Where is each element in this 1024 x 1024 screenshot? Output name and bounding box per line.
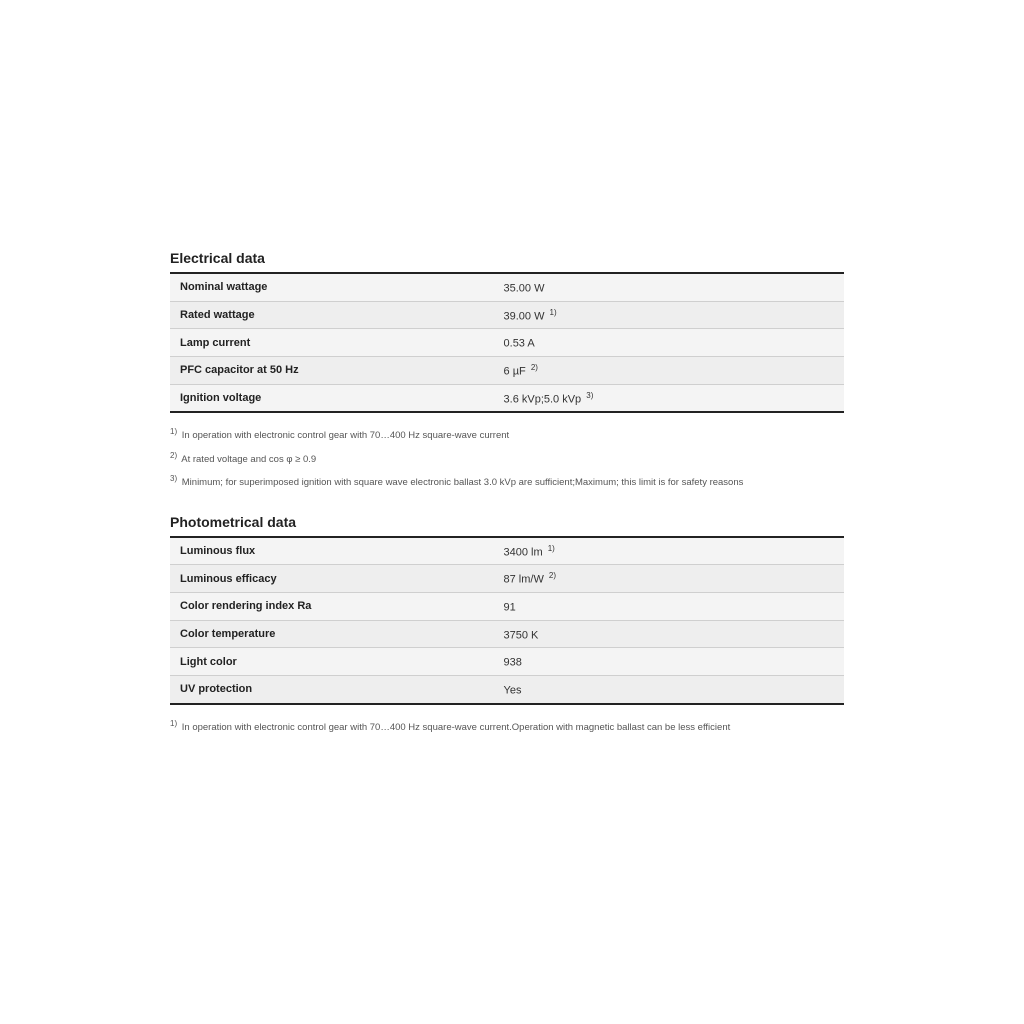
row-value: Yes bbox=[494, 676, 844, 704]
photometrical-table: Luminous flux 3400 lm 1) Luminous effica… bbox=[170, 536, 844, 705]
section-title: Electrical data bbox=[170, 250, 844, 266]
table-row: Color rendering index Ra 91 bbox=[170, 593, 844, 621]
footnote: 2) At rated voltage and cos φ ≥ 0.9 bbox=[170, 451, 844, 467]
table-row: Luminous efficacy 87 lm/W 2) bbox=[170, 565, 844, 593]
row-value: 87 lm/W 2) bbox=[494, 565, 844, 593]
row-value: 91 bbox=[494, 593, 844, 621]
row-value: 3750 K bbox=[494, 620, 844, 648]
table-row: Light color 938 bbox=[170, 648, 844, 676]
row-value: 35.00 W bbox=[494, 273, 844, 301]
row-label: Luminous efficacy bbox=[170, 565, 494, 593]
row-label: UV protection bbox=[170, 676, 494, 704]
footnotes: 1) In operation with electronic control … bbox=[170, 719, 844, 735]
row-value: 3400 lm 1) bbox=[494, 537, 844, 565]
footnote: 1) In operation with electronic control … bbox=[170, 427, 844, 443]
row-value: 3.6 kVp;5.0 kVp 3) bbox=[494, 384, 844, 412]
row-label: Color temperature bbox=[170, 620, 494, 648]
section-title: Photometrical data bbox=[170, 514, 844, 530]
row-value: 938 bbox=[494, 648, 844, 676]
row-label: PFC capacitor at 50 Hz bbox=[170, 356, 494, 384]
row-label: Lamp current bbox=[170, 329, 494, 357]
table-row: Ignition voltage 3.6 kVp;5.0 kVp 3) bbox=[170, 384, 844, 412]
footnotes: 1) In operation with electronic control … bbox=[170, 427, 844, 490]
table-row: Luminous flux 3400 lm 1) bbox=[170, 537, 844, 565]
footnote: 1) In operation with electronic control … bbox=[170, 719, 844, 735]
row-value: 0.53 A bbox=[494, 329, 844, 357]
table-row: Rated wattage 39.00 W 1) bbox=[170, 301, 844, 329]
section-photometrical: Photometrical data Luminous flux 3400 lm… bbox=[170, 514, 844, 734]
table-row: PFC capacitor at 50 Hz 6 µF 2) bbox=[170, 356, 844, 384]
row-value: 39.00 W 1) bbox=[494, 301, 844, 329]
table-row: Lamp current 0.53 A bbox=[170, 329, 844, 357]
table-row: Nominal wattage 35.00 W bbox=[170, 273, 844, 301]
row-label: Rated wattage bbox=[170, 301, 494, 329]
row-label: Nominal wattage bbox=[170, 273, 494, 301]
table-row: Color temperature 3750 K bbox=[170, 620, 844, 648]
table-row: UV protection Yes bbox=[170, 676, 844, 704]
row-label: Ignition voltage bbox=[170, 384, 494, 412]
electrical-table: Nominal wattage 35.00 W Rated wattage 39… bbox=[170, 272, 844, 413]
section-electrical: Electrical data Nominal wattage 35.00 W … bbox=[170, 250, 844, 490]
row-label: Light color bbox=[170, 648, 494, 676]
row-label: Color rendering index Ra bbox=[170, 593, 494, 621]
row-value: 6 µF 2) bbox=[494, 356, 844, 384]
footnote: 3) Minimum; for superimposed ignition wi… bbox=[170, 474, 844, 490]
row-label: Luminous flux bbox=[170, 537, 494, 565]
